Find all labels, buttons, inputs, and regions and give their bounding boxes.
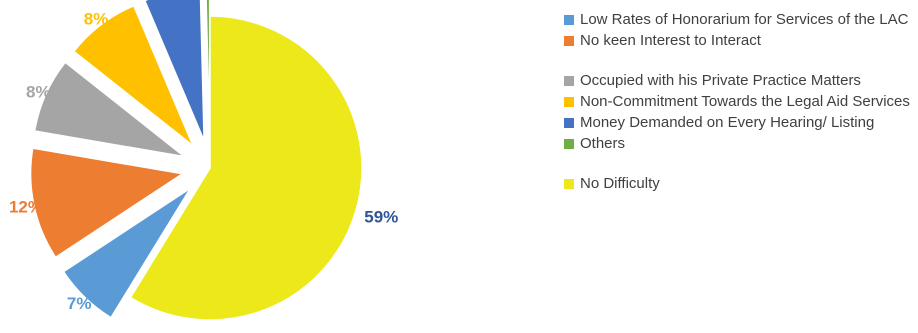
pie-slice [205,0,211,141]
legend-swatch [564,179,574,189]
legend-swatch [564,118,574,128]
legend-swatch [564,36,574,46]
legend-label: No Difficulty [580,175,660,192]
legend-swatch [564,139,574,149]
legend-swatch [564,76,574,86]
pie-slice [62,187,192,319]
pie-slice [33,61,185,158]
pie-slice-label: 7% [67,294,92,313]
pie-chart-svg: 59%7%12%8%8%6%0% [9,0,398,321]
legend-label: Others [580,135,626,152]
legend-swatch [564,97,574,107]
pie-slice-label: 8% [26,82,51,101]
legend-item-no-keen-interest: No keen Interest to Interact [564,31,914,50]
legend-item-private-practice: Occupied with his Private Practice Matte… [564,71,914,90]
pie-slice [29,147,185,259]
legend-item-no-difficulty: No Difficulty [564,174,914,193]
legend-item-money-demanded: Money Demanded on Every Hearing/ Listing [564,113,914,132]
legend-label: Occupied with his Private Practice Matte… [580,72,861,89]
pie-slice-label: 59% [364,207,398,226]
legend-label: No keen Interest to Interact [580,32,761,49]
legend-label: Money Demanded on Every Hearing/ Listing [580,114,875,131]
legend-label: Low Rates of Honorarium for Services of … [580,11,909,28]
legend: Low Rates of Honorarium for Services of … [564,10,914,195]
pie-slice [72,4,194,147]
legend-item-others: Others [564,134,914,153]
pie-slice-label: 8% [84,9,109,28]
pie-chart: 59%7%12%8%8%6%0% [9,0,398,321]
pie-slice [143,0,205,141]
pie-slice-label: 12% [9,198,43,217]
legend-item-low-rates: Low Rates of Honorarium for Services of … [564,10,914,29]
legend-item-non-commitment: Non-Commitment Towards the Legal Aid Ser… [564,92,914,111]
legend-label: Non-Commitment Towards the Legal Aid Ser… [580,93,910,110]
legend-swatch [564,15,574,25]
pie-slice [129,15,363,321]
